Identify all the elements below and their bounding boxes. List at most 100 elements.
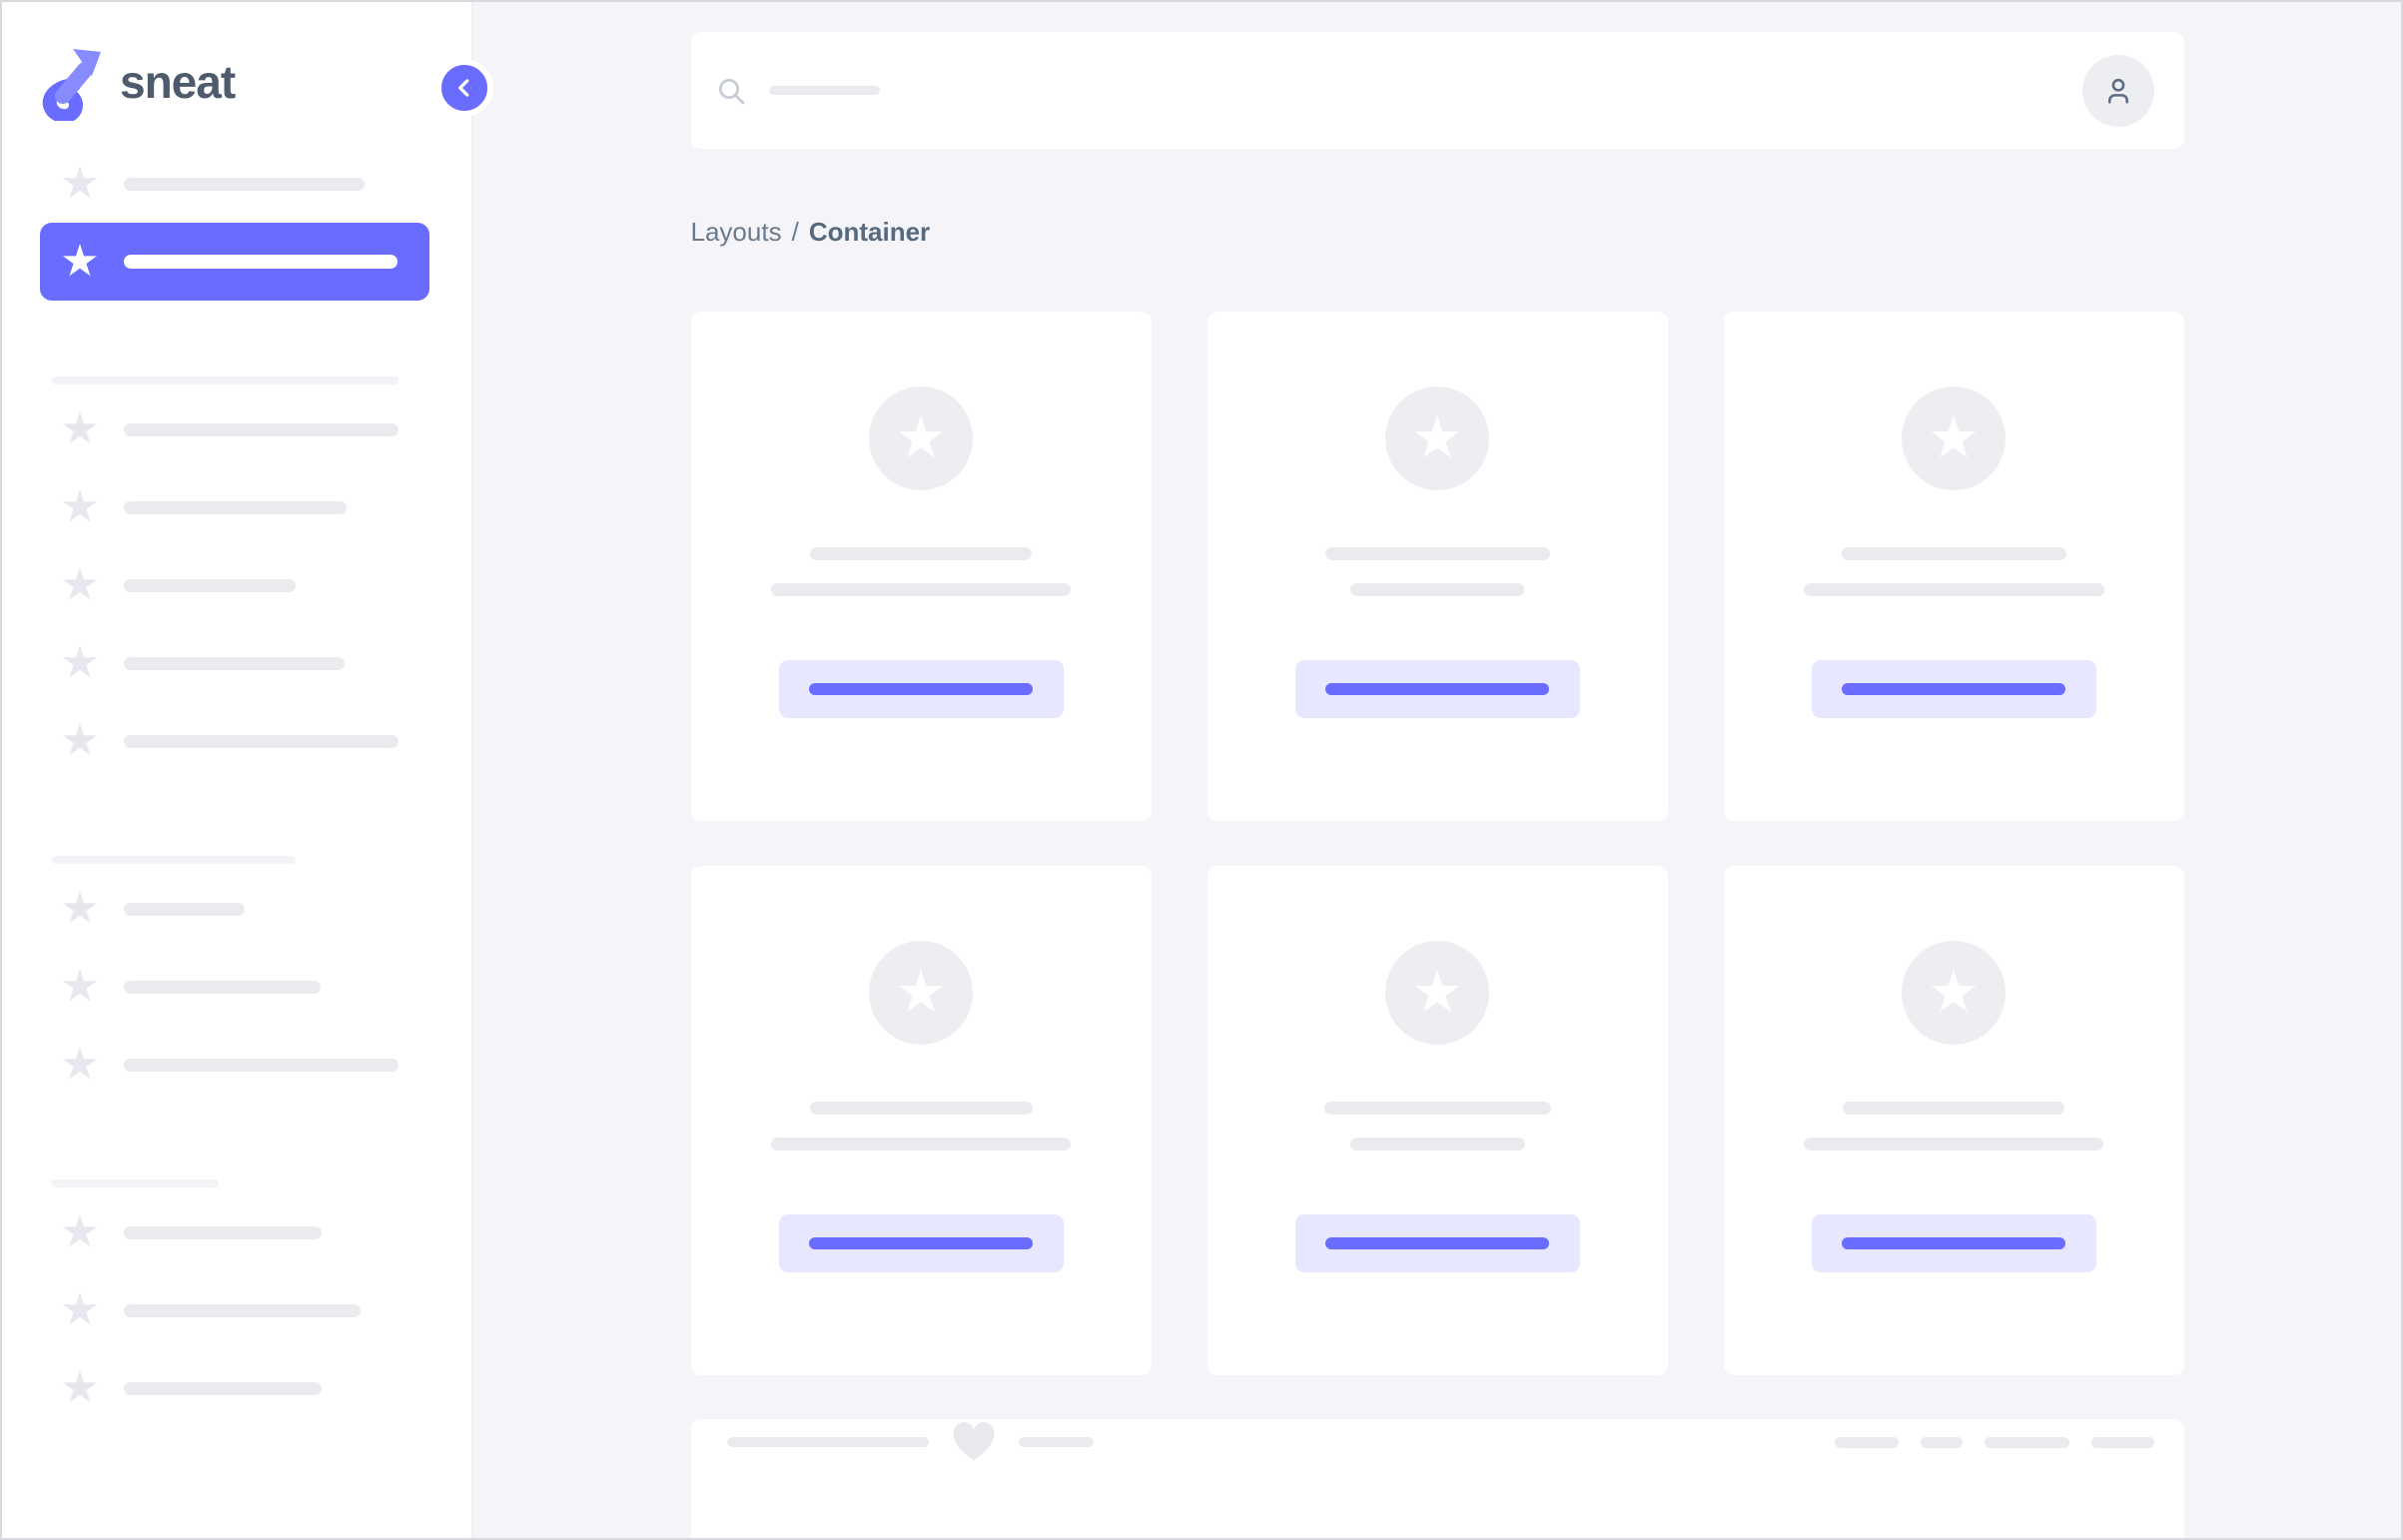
- card-placeholder-button[interactable]: [1294, 660, 1580, 718]
- star-icon: ★: [60, 1363, 100, 1412]
- sidebar-item-label-bar: [124, 177, 365, 191]
- person-icon: [2107, 78, 2128, 104]
- card-title-bar: [1841, 547, 2066, 560]
- star-icon: ★: [1411, 960, 1463, 1025]
- sidebar-item-label-bar: [124, 500, 347, 514]
- star-icon: ★: [60, 237, 100, 286]
- card-placeholder-button[interactable]: [778, 1214, 1064, 1272]
- sidebar-item[interactable]: ★: [2, 870, 469, 948]
- sidebar-item[interactable]: ★: [2, 702, 469, 780]
- card-avatar-circle: ★: [1902, 941, 2005, 1045]
- star-icon: ★: [60, 404, 100, 453]
- card-title-bar: [1324, 547, 1550, 560]
- star-icon: ★: [60, 962, 100, 1011]
- star-icon: ★: [60, 638, 100, 687]
- footer-card: [690, 1419, 2184, 1538]
- sidebar-item-label-bar: [124, 255, 398, 269]
- card-title-bar: [1843, 1102, 2064, 1115]
- card-title-bar: [809, 1102, 1033, 1115]
- star-icon: ★: [1411, 405, 1463, 470]
- card-placeholder-button[interactable]: [1811, 1214, 2096, 1272]
- sidebar-item-label-bar: [124, 656, 345, 670]
- heart-icon[interactable]: [951, 1421, 997, 1463]
- sidebar-item[interactable]: ★: [2, 390, 469, 468]
- star-icon: ★: [60, 1285, 100, 1334]
- star-icon: ★: [895, 405, 947, 470]
- sidebar-item[interactable]: ★: [2, 145, 469, 223]
- star-icon: ★: [60, 159, 100, 208]
- sidebar-item[interactable]: ★: [2, 1271, 469, 1349]
- card-avatar-circle: ★: [869, 941, 973, 1045]
- sidebar-item[interactable]: ★: [2, 546, 469, 624]
- logo-text: sneat: [120, 56, 236, 108]
- card-placeholder-button[interactable]: [778, 660, 1064, 718]
- sidebar-item[interactable]: ★: [2, 1026, 469, 1104]
- placeholder-card: ★: [1206, 866, 1668, 1375]
- placeholder-card: ★: [1723, 312, 2184, 821]
- card-subtitle-bar: [771, 1138, 1071, 1151]
- star-icon: ★: [1928, 960, 1980, 1025]
- sidebar-item-label-bar: [124, 1381, 322, 1395]
- star-icon: ★: [60, 716, 100, 765]
- sidebar-item-label-bar: [124, 1058, 399, 1072]
- pagination-bar: [1920, 1436, 1963, 1448]
- star-icon: ★: [60, 560, 100, 609]
- sidebar-item[interactable]: ★: [2, 1193, 469, 1271]
- sneat-logo-icon: [42, 49, 101, 121]
- pagination-bar: [2090, 1436, 2154, 1448]
- button-label-bar: [1325, 683, 1549, 695]
- star-icon: ★: [60, 884, 100, 933]
- sidebar-section-divider: [51, 856, 296, 864]
- sidebar-collapse-button[interactable]: [435, 59, 493, 117]
- sidebar-item[interactable]: ★: [2, 468, 469, 546]
- card-subtitle-bar: [1804, 1138, 2103, 1151]
- star-icon: ★: [60, 482, 100, 531]
- sidebar-nav: ★ ★ ★ ★ ★ ★ ★ ★ ★ ★ ★ ★ ★: [2, 145, 469, 1427]
- main-content: Layouts / Container ★ ★ ★ ★ ★ ★: [473, 2, 2401, 1538]
- pagination-bar: [1834, 1436, 1899, 1448]
- card-avatar-circle: ★: [1902, 386, 2005, 490]
- button-label-bar: [809, 1237, 1033, 1249]
- placeholder-card: ★: [690, 312, 1152, 821]
- breadcrumb-parent[interactable]: Layouts: [690, 217, 782, 247]
- sidebar: sneat ★ ★ ★ ★ ★ ★ ★ ★ ★ ★ ★ ★ ★: [2, 2, 493, 1538]
- button-label-bar: [1325, 1237, 1549, 1249]
- user-avatar-button[interactable]: [2081, 54, 2154, 127]
- star-icon: ★: [60, 1207, 100, 1256]
- sidebar-item-label-bar: [124, 1303, 361, 1317]
- search-placeholder-bar: [768, 86, 880, 95]
- sidebar-section-divider: [51, 377, 399, 385]
- star-icon: ★: [1928, 405, 1980, 470]
- cards-grid: ★ ★ ★ ★ ★ ★: [690, 312, 2184, 1375]
- sidebar-item[interactable]: ★: [2, 624, 469, 702]
- search-icon: [718, 78, 744, 104]
- sidebar-item-label-bar: [124, 734, 399, 748]
- button-label-bar: [809, 683, 1033, 695]
- sidebar-item[interactable]: ★: [2, 1349, 469, 1427]
- card-title-bar: [810, 547, 1032, 560]
- sidebar-item-label-bar: [124, 980, 321, 994]
- card-avatar-circle: ★: [869, 386, 973, 490]
- placeholder-card: ★: [1723, 866, 2184, 1375]
- card-placeholder-button[interactable]: [1811, 660, 2096, 718]
- breadcrumb-separator: /: [791, 217, 799, 247]
- card-subtitle-bar: [1350, 583, 1524, 596]
- brand[interactable]: sneat: [2, 2, 471, 122]
- sidebar-item[interactable]: ★: [2, 948, 469, 1026]
- button-label-bar: [1842, 683, 2065, 695]
- search-bar[interactable]: [690, 32, 2184, 149]
- card-avatar-circle: ★: [1385, 386, 1489, 490]
- chevron-left-icon: [458, 79, 469, 97]
- card-placeholder-button[interactable]: [1294, 1214, 1580, 1272]
- placeholder-card: ★: [690, 866, 1152, 1375]
- card-title-bar: [1323, 1102, 1551, 1115]
- breadcrumb-current: Container: [808, 217, 931, 247]
- card-avatar-circle: ★: [1385, 941, 1489, 1045]
- sidebar-item-active[interactable]: ★: [40, 223, 429, 301]
- footer-text-bar: [1018, 1437, 1094, 1447]
- card-subtitle-bar: [1803, 583, 2104, 596]
- sidebar-item-label-bar: [124, 1225, 322, 1239]
- button-label-bar: [1842, 1237, 2065, 1249]
- star-icon: ★: [60, 1040, 100, 1089]
